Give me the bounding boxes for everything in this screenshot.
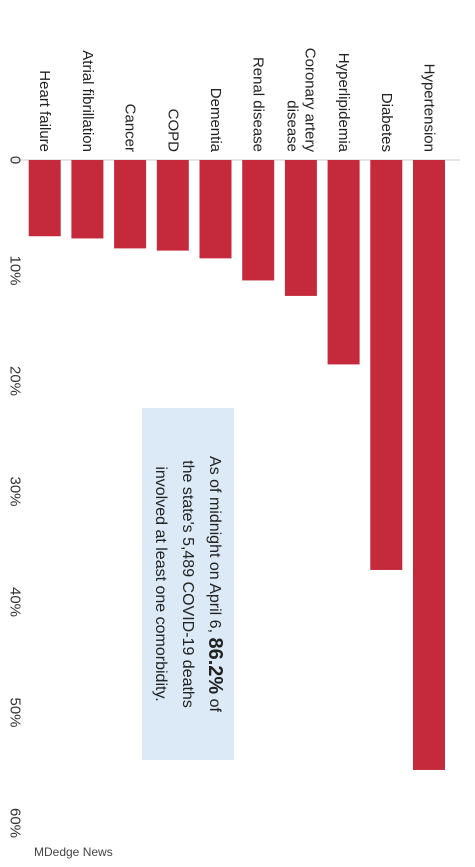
bar-6	[156, 160, 189, 251]
category-label-3-line-1: disease	[283, 100, 300, 152]
annotation-part-2-0: involved at least one comorbidity.	[153, 466, 170, 701]
category-labels: Hypertension Diabetes Hyperlipidemia Corona…	[36, 48, 437, 153]
bar-4	[242, 160, 275, 281]
category-label-7: Cancer	[122, 104, 139, 152]
category-label-8: Atrial fibrillation	[79, 50, 96, 152]
bar-8	[71, 160, 104, 239]
category-label-4-line-0: Renal disease	[250, 57, 267, 152]
annotation-part-0-1: 86.2%	[204, 637, 226, 694]
value-axis-ticks: 0 10% 20% 30% 40% 50% 60%	[7, 156, 24, 838]
annotation-text: As of midnight on April 6, 86.2% of the s…	[153, 456, 227, 713]
source-credit: MDedge News	[34, 845, 113, 859]
category-label-3-line-0: Coronary artery	[301, 48, 318, 153]
annotation-line-0: As of midnight on April 6, 86.2% of	[204, 456, 226, 713]
category-label-0-line-0: Hypertension	[421, 64, 438, 152]
tick-label-6: 60%	[7, 808, 24, 838]
tick-label-5: 50%	[7, 697, 24, 727]
annotation-line-2: involved at least one comorbidity.	[153, 466, 170, 701]
bar-1	[370, 160, 403, 570]
bars	[28, 160, 445, 770]
bar-3	[284, 160, 317, 296]
category-label-6-line-0: COPD	[164, 109, 181, 153]
annotation-line-1: the state's 5,489 COVID-19 deaths	[180, 460, 197, 708]
annotation-part-0-0: As of midnight on April 6,	[207, 456, 224, 637]
annotation-callout: As of midnight on April 6, 86.2% of the s…	[142, 408, 234, 760]
category-label-9-line-0: Heart failure	[36, 70, 53, 152]
category-label-4: Renal disease	[250, 57, 267, 152]
category-label-7-line-0: Cancer	[122, 104, 139, 152]
annotation-box	[142, 408, 234, 760]
category-label-2-line-0: Hyperlipidemia	[335, 53, 352, 153]
bar-5	[199, 160, 232, 259]
bar-7	[114, 160, 147, 249]
category-label-0: Hypertension	[421, 64, 438, 152]
bar-2	[327, 160, 360, 365]
annotation-part-0-2: of	[207, 694, 224, 712]
category-label-5: Dementia	[207, 88, 224, 153]
annotation-part-1-0: the state's 5,489 COVID-19 deaths	[180, 460, 197, 708]
tick-label-4: 40%	[7, 587, 24, 617]
bar-9	[28, 160, 61, 237]
tick-label-1: 10%	[7, 255, 24, 285]
category-label-6: COPD	[164, 109, 181, 153]
category-label-8-line-0: Atrial fibrillation	[79, 50, 96, 152]
category-label-5-line-0: Dementia	[207, 88, 224, 153]
category-label-1-line-0: Diabetes	[378, 93, 395, 152]
tick-label-0: 0	[7, 156, 24, 164]
tick-label-3: 30%	[7, 476, 24, 506]
tick-label-2: 20%	[7, 366, 24, 396]
category-label-1: Diabetes	[378, 93, 395, 152]
category-label-2: Hyperlipidemia	[335, 53, 352, 153]
bar-0	[413, 160, 445, 770]
category-label-9: Heart failure	[36, 70, 53, 152]
